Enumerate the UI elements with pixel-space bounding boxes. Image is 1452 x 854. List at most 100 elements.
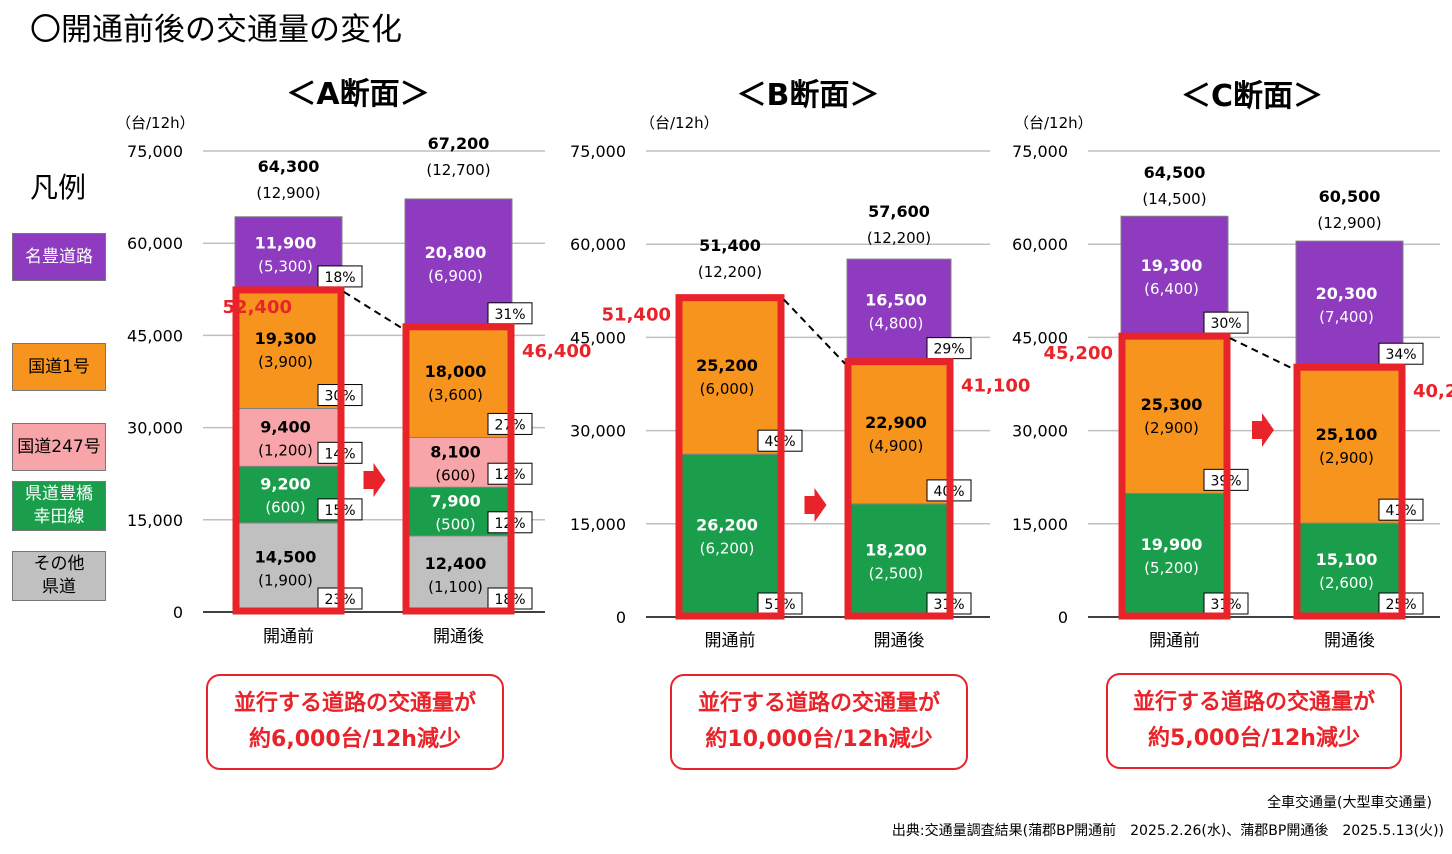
bar-total-large-label: (12,200) bbox=[867, 229, 931, 247]
segment-large-vehicle-label: (5,300) bbox=[258, 257, 313, 275]
parallel-total-before: 52,400 bbox=[223, 297, 292, 318]
y-tick-label: 0 bbox=[1058, 608, 1068, 627]
y-tick-label: 60,000 bbox=[570, 235, 626, 254]
x-category-label: 開通前 bbox=[1149, 631, 1200, 651]
y-tick-label: 45,000 bbox=[127, 326, 183, 345]
segment-large-vehicle-label: (600) bbox=[265, 499, 305, 517]
segment-large-vehicle-label: (2,900) bbox=[1319, 449, 1374, 467]
parallel-total-after: 40,20 bbox=[1413, 381, 1452, 402]
bar-total-large-label: (12,900) bbox=[1317, 214, 1381, 232]
bar-segment bbox=[1295, 366, 1404, 524]
segment-value-label: 12,400 bbox=[425, 554, 487, 573]
bar-total-label: 64,500 bbox=[1144, 163, 1206, 182]
parallel-road-outline bbox=[232, 286, 345, 615]
segment-value-label: 15,100 bbox=[1316, 550, 1378, 569]
x-category-label: 開通後 bbox=[1324, 631, 1375, 651]
segment-large-vehicle-label: (3,900) bbox=[258, 353, 313, 371]
note-line: 約5,000台/12h減少 bbox=[1148, 726, 1360, 751]
x-category-label: 開通後 bbox=[874, 631, 925, 651]
y-tick-label: 60,000 bbox=[127, 234, 183, 253]
parallel-road-outline bbox=[675, 294, 785, 620]
share-label: 34% bbox=[1385, 347, 1416, 363]
legend-item-meiho-road: 名豊道路 bbox=[12, 233, 106, 281]
segment-value-label: 20,800 bbox=[425, 243, 487, 262]
segment-value-label: 18,200 bbox=[865, 540, 927, 559]
segment-large-vehicle-label: (6,000) bbox=[700, 380, 755, 398]
legend-item-route247: 国道247号 bbox=[12, 423, 106, 471]
footer-legend-note: 全車交通量(大型車交通量) bbox=[1267, 795, 1432, 811]
segment-value-label: 25,200 bbox=[696, 356, 758, 375]
segment-large-vehicle-label: (4,800) bbox=[869, 314, 924, 332]
segment-large-vehicle-label: (1,900) bbox=[258, 571, 313, 589]
legend-label: 県道豊橋 幸田線 bbox=[25, 483, 93, 529]
legend-item-route1: 国道1号 bbox=[12, 343, 106, 391]
legend-label-line: 名豊道路 bbox=[25, 246, 93, 267]
share-label: 30% bbox=[1210, 316, 1241, 332]
y-tick-label: 15,000 bbox=[1012, 515, 1068, 534]
panel-title: ＜A断面＞ bbox=[286, 77, 429, 112]
parallel-road-outline bbox=[402, 323, 515, 615]
segment-value-label: 25,300 bbox=[1141, 395, 1203, 414]
segment-value-label: 19,300 bbox=[1141, 256, 1203, 275]
y-tick-label: 15,000 bbox=[127, 511, 183, 530]
segment-large-vehicle-label: (500) bbox=[435, 516, 475, 534]
note-box-a: 並行する道路の交通量が 約6,000台/12h減少 bbox=[206, 674, 504, 770]
segment-value-label: 14,500 bbox=[255, 547, 317, 566]
segment-value-label: 11,900 bbox=[255, 233, 317, 252]
segment-large-vehicle-label: (600) bbox=[435, 466, 475, 484]
segment-large-vehicle-label: (1,100) bbox=[428, 578, 483, 596]
parallel-road-outline bbox=[1293, 363, 1406, 620]
y-tick-label: 30,000 bbox=[1012, 422, 1068, 441]
segment-value-label: 8,100 bbox=[430, 442, 481, 461]
y-tick-label: 0 bbox=[616, 608, 626, 627]
share-label: 29% bbox=[933, 342, 964, 358]
y-tick-label: 15,000 bbox=[570, 515, 626, 534]
change-arrow bbox=[804, 488, 827, 522]
bar-segment bbox=[1120, 335, 1229, 494]
panel-title: ＜B断面＞ bbox=[737, 78, 880, 113]
parallel-road-outline bbox=[844, 358, 954, 620]
parallel-total-before: 51,400 bbox=[602, 305, 671, 326]
segment-large-vehicle-label: (2,900) bbox=[1144, 419, 1199, 437]
segment-value-label: 22,900 bbox=[865, 413, 927, 432]
legend-label-line: 幸田線 bbox=[33, 507, 85, 527]
share-label: 18% bbox=[324, 270, 355, 286]
y-tick-label: 45,000 bbox=[1012, 328, 1068, 347]
legend-label-line: 県道 bbox=[42, 577, 76, 597]
segment-value-label: 9,200 bbox=[260, 475, 311, 494]
segment-large-vehicle-label: (6,200) bbox=[700, 540, 755, 558]
y-tick-label: 30,000 bbox=[570, 422, 626, 441]
y-tick-label: 75,000 bbox=[570, 142, 626, 161]
segment-large-vehicle-label: (4,900) bbox=[869, 437, 924, 455]
note-line: 約10,000台/12h減少 bbox=[705, 727, 933, 752]
note-line: 並行する道路の交通量が bbox=[697, 691, 940, 716]
bar-segment bbox=[677, 453, 783, 618]
segment-large-vehicle-label: (6,900) bbox=[428, 267, 483, 285]
legend-label-line: 国道1号 bbox=[28, 356, 90, 377]
segment-value-label: 25,100 bbox=[1316, 425, 1378, 444]
bar-total-label: 57,600 bbox=[868, 202, 930, 221]
panel-title: ＜C断面＞ bbox=[1181, 79, 1323, 114]
segment-value-label: 19,900 bbox=[1141, 535, 1203, 554]
legend-label-line: 県道豊橋 bbox=[25, 484, 93, 504]
note-box-b: 並行する道路の交通量が 約10,000台/12h減少 bbox=[670, 674, 968, 770]
share-label: 31% bbox=[494, 307, 525, 323]
x-category-label: 開通後 bbox=[433, 627, 484, 647]
segment-value-label: 7,900 bbox=[430, 492, 481, 511]
note-line: 並行する道路の交通量が bbox=[1132, 690, 1375, 715]
segment-value-label: 19,300 bbox=[255, 329, 317, 348]
segment-large-vehicle-label: (7,400) bbox=[1319, 308, 1374, 326]
bar-total-label: 60,500 bbox=[1319, 187, 1381, 206]
bar-total-large-label: (12,700) bbox=[426, 161, 490, 179]
bar-total-label: 67,200 bbox=[428, 134, 490, 153]
segment-value-label: 20,300 bbox=[1316, 284, 1378, 303]
x-category-label: 開通前 bbox=[705, 631, 756, 651]
change-arrow bbox=[363, 463, 386, 497]
bar-total-label: 51,400 bbox=[699, 236, 761, 255]
segment-large-vehicle-label: (6,400) bbox=[1144, 280, 1199, 298]
legend-title: 凡例 bbox=[30, 171, 87, 204]
legend-label: 名豊道路 bbox=[25, 246, 93, 269]
parallel-total-before: 45,200 bbox=[1044, 343, 1113, 364]
note-line: 並行する道路の交通量が bbox=[233, 691, 476, 716]
